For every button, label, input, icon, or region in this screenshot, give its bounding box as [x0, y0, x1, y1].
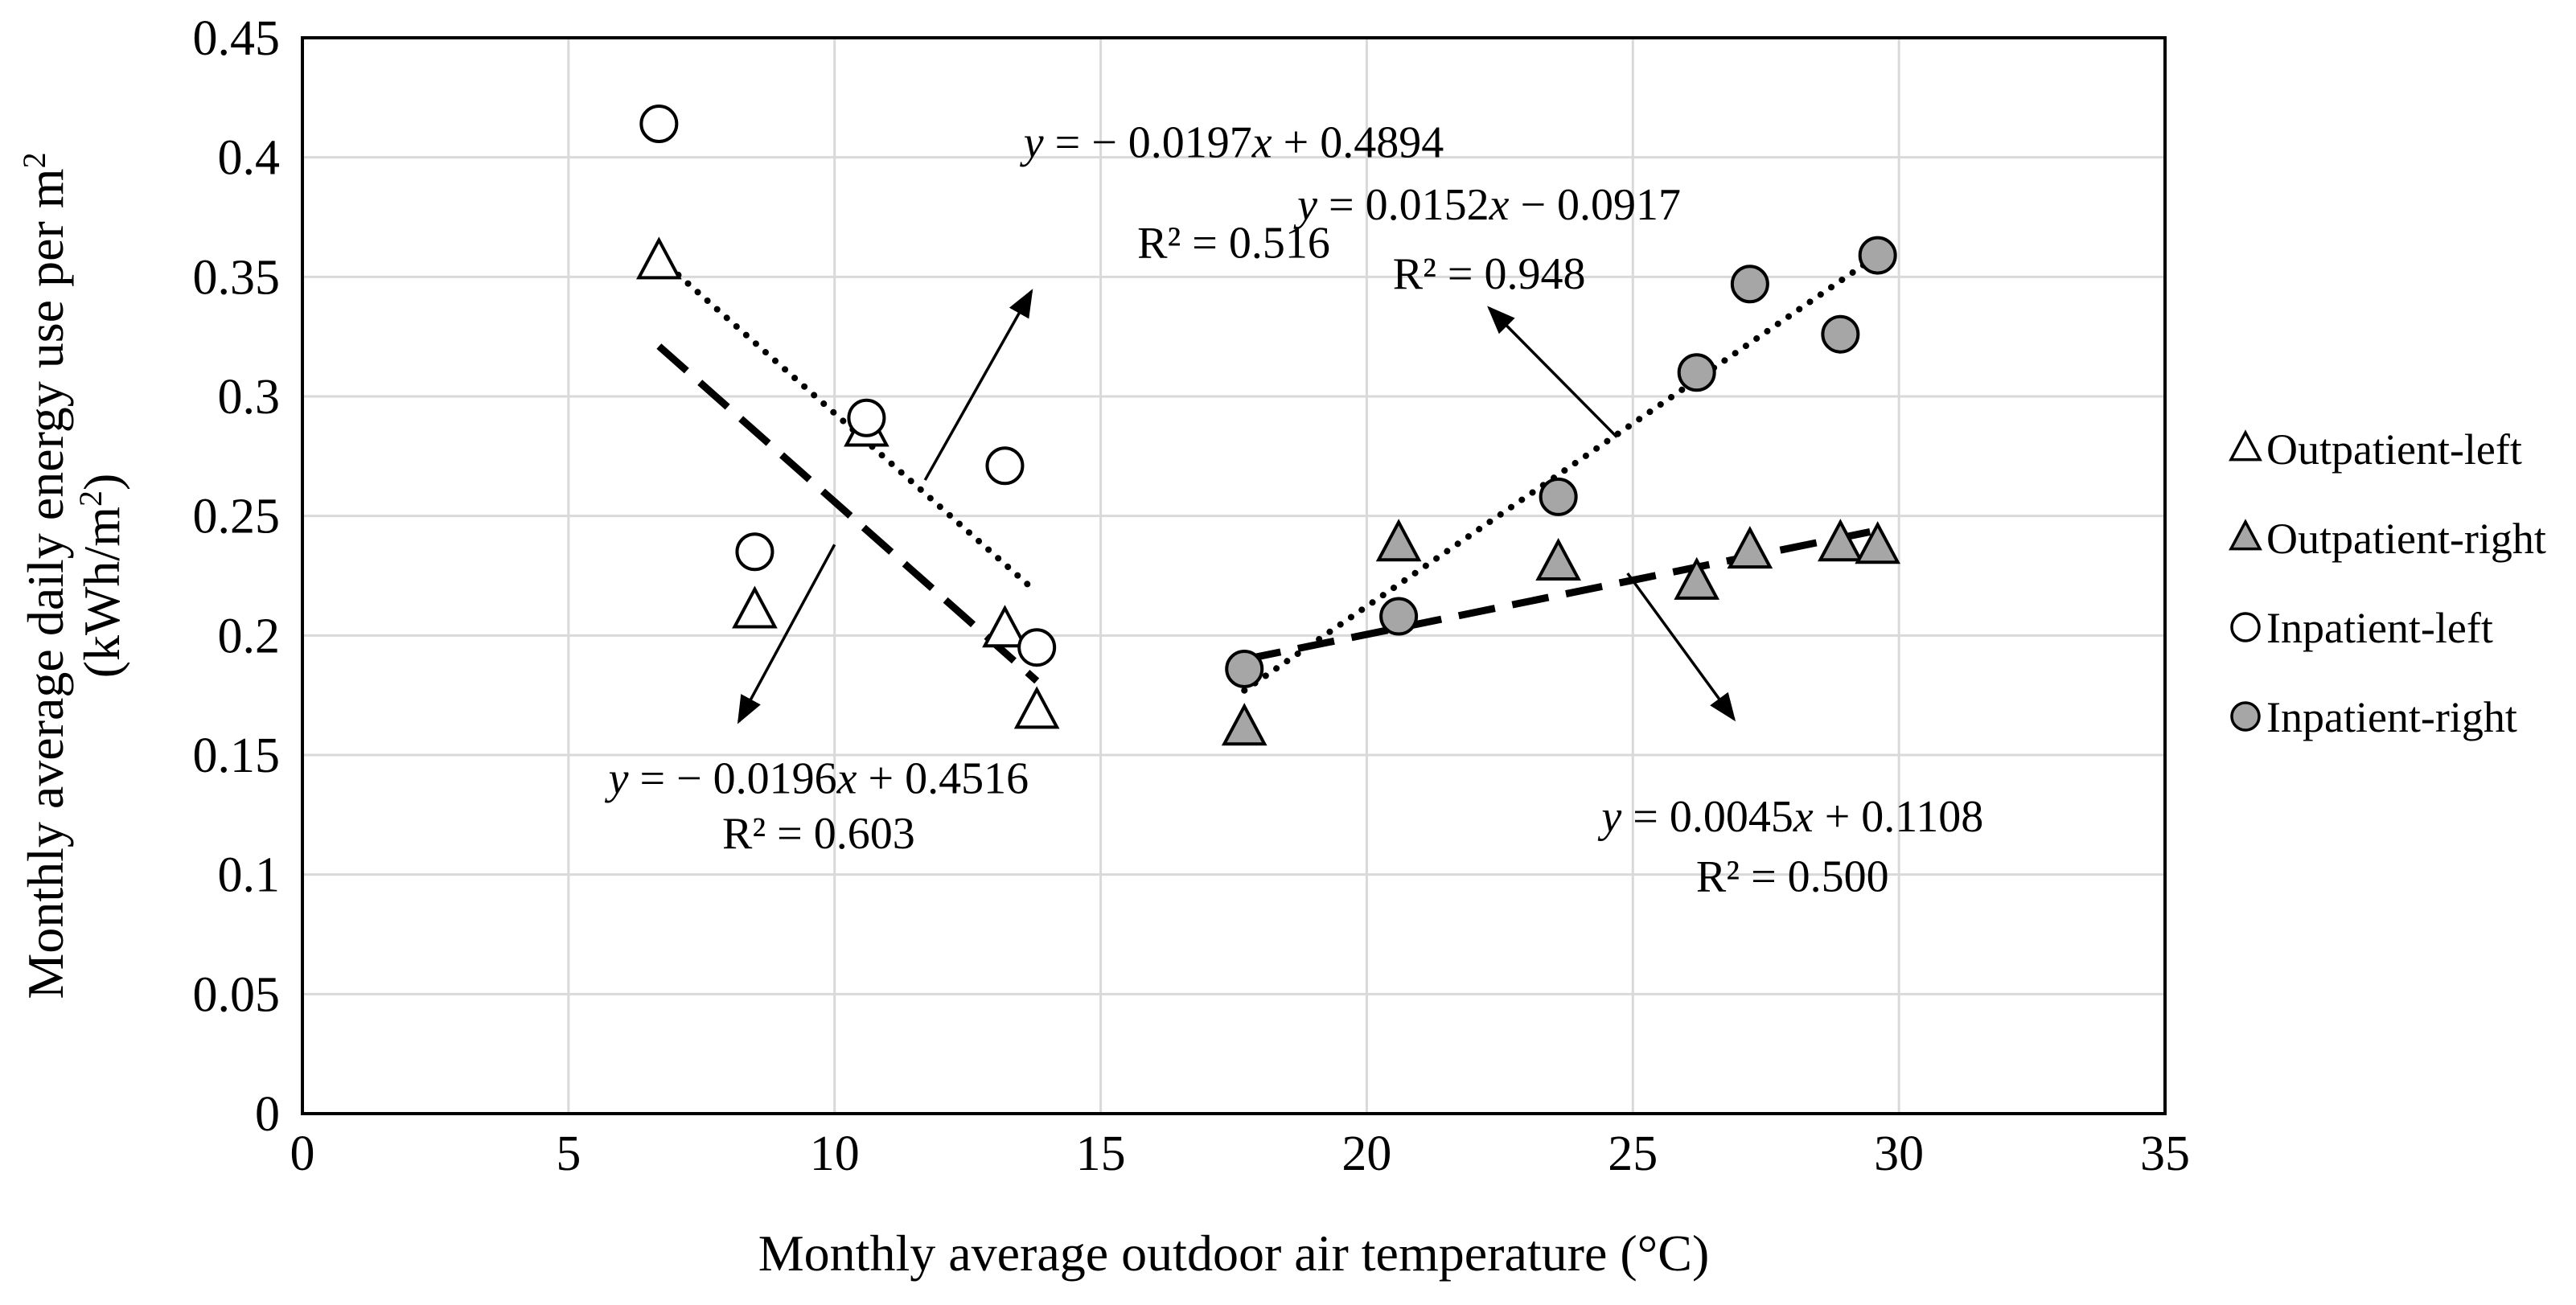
x-tick-label: 15 [1076, 1126, 1126, 1181]
series-outpatient-right [1221, 519, 1901, 746]
plot-frame [301, 36, 2167, 1115]
trend-equations: y = − 0.0197x + 0.4894 R² = 0.516 y = − 0.… [605, 118, 1984, 902]
point-inpatient-left [985, 446, 1025, 486]
point-outpatient-right [1535, 537, 1581, 581]
legend-item-outpatient-left: Outpatient-left [2229, 425, 2522, 474]
y-tick-labels: 0 0.05 0.1 0.15 0.2 0.25 0.3 0.35 0.4 0.45 [193, 11, 281, 1142]
x-tick-label: 25 [1608, 1126, 1658, 1181]
point-inpatient-left [1017, 628, 1057, 667]
point-outpatient-right [1855, 521, 1901, 564]
x-tick-label: 35 [2140, 1126, 2190, 1181]
trendline-inpatient-left-fit [655, 254, 1041, 596]
legend: Outpatient-left Outpatient-right Inpatie… [2229, 425, 2546, 741]
equation-eq-bottom-left: y = − 0.0196x + 0.4516 [605, 754, 1029, 804]
equation-eq-bottom-right: y = 0.0045x + 0.1108 [1597, 792, 1983, 842]
r2-eq-bottom-left: R² = 0.603 [722, 809, 915, 859]
equation-eq-top-left: y = − 0.0197x + 0.4894 [1020, 118, 1444, 168]
series-inpatient-left [639, 105, 1057, 667]
x-tick-label: 30 [1874, 1126, 1924, 1181]
y-tick-label: 0.05 [193, 967, 281, 1022]
point-outpatient-left [732, 585, 778, 629]
legend-marker-inpatient-right [2230, 701, 2261, 732]
x-tick-label: 5 [556, 1126, 581, 1181]
arrow-eq-bottom-left [737, 544, 836, 724]
point-inpatient-left [639, 105, 679, 144]
point-inpatient-right [1821, 314, 1860, 354]
series-outpatient-left [636, 236, 1060, 729]
legend-marker-inpatient-left [2230, 612, 2261, 642]
trendline-outpatient-left-fit [656, 343, 1040, 684]
grid-lines [302, 38, 2165, 1114]
legend-item-inpatient-right: Inpatient-right [2230, 693, 2517, 741]
point-inpatient-right [1730, 265, 1769, 304]
x-tick-labels: 0 5 10 15 20 25 30 35 [290, 1126, 2191, 1181]
x-tick-label: 0 [290, 1126, 315, 1181]
data-points [636, 105, 1901, 746]
arrow-eq-top-left [923, 289, 1033, 481]
legend-label-outpatient-left: Outpatient-left [2266, 425, 2522, 474]
point-outpatient-right [1818, 519, 1863, 562]
point-outpatient-right [1674, 556, 1720, 600]
point-inpatient-right [1539, 477, 1578, 516]
y-axis-title-line2: (kWh/m2) [72, 474, 131, 679]
point-outpatient-left [982, 605, 1028, 648]
y-tick-label: 0.25 [193, 490, 281, 544]
r2-eq-top-left: R² = 0.516 [1137, 219, 1330, 269]
legend-label-inpatient-right: Inpatient-right [2266, 693, 2517, 741]
y-tick-label: 0 [255, 1087, 280, 1142]
point-outpatient-left [636, 236, 682, 280]
y-tick-label: 0.35 [193, 250, 281, 305]
x-tick-label: 10 [810, 1126, 860, 1181]
x-axis-title: Monthly average outdoor air temperature … [758, 1225, 1710, 1282]
legend-label-inpatient-left: Inpatient-left [2266, 604, 2493, 652]
legend-marker-outpatient-right [2229, 519, 2262, 551]
point-outpatient-right [1221, 703, 1267, 746]
y-tick-label: 0.4 [218, 131, 281, 186]
annotation-arrows [737, 289, 1736, 724]
point-outpatient-left [1013, 686, 1060, 729]
point-inpatient-right [1225, 649, 1264, 688]
point-inpatient-right [1677, 353, 1716, 392]
y-tick-label: 0.45 [193, 11, 281, 66]
y-axis-title-line1: Monthly average daily energy use per m2 [16, 152, 75, 999]
y-tick-label: 0.1 [218, 848, 281, 903]
legend-item-inpatient-left: Inpatient-left [2230, 604, 2493, 652]
legend-label-outpatient-right: Outpatient-right [2266, 515, 2546, 563]
x-tick-label: 20 [1341, 1126, 1391, 1181]
y-tick-label: 0.15 [193, 728, 281, 783]
equation-eq-top-right: y = 0.0152x − 0.0917 [1293, 180, 1681, 230]
arrow-eq-bottom-right [1626, 572, 1736, 722]
point-inpatient-right [1379, 597, 1419, 636]
r2-eq-bottom-right: R² = 0.500 [1696, 852, 1889, 901]
r2-eq-top-right: R² = 0.948 [1393, 249, 1586, 299]
y-tick-label: 0.3 [218, 370, 281, 425]
trendline-inpatient-right-fit [1241, 252, 1881, 694]
point-outpatient-right [1375, 519, 1422, 562]
arrow-eq-top-right [1487, 306, 1618, 438]
point-inpatient-right [1858, 236, 1897, 275]
point-outpatient-right [1727, 526, 1773, 569]
point-inpatient-left [847, 398, 886, 437]
series-inpatient-right [1225, 236, 1897, 688]
legend-marker-outpatient-left [2229, 429, 2262, 462]
trendlines [655, 252, 1881, 694]
y-axis-title: Monthly average daily energy use per m2 … [16, 152, 131, 999]
y-tick-label: 0.2 [218, 609, 281, 663]
legend-item-outpatient-right: Outpatient-right [2229, 515, 2546, 563]
point-inpatient-left [735, 532, 774, 572]
